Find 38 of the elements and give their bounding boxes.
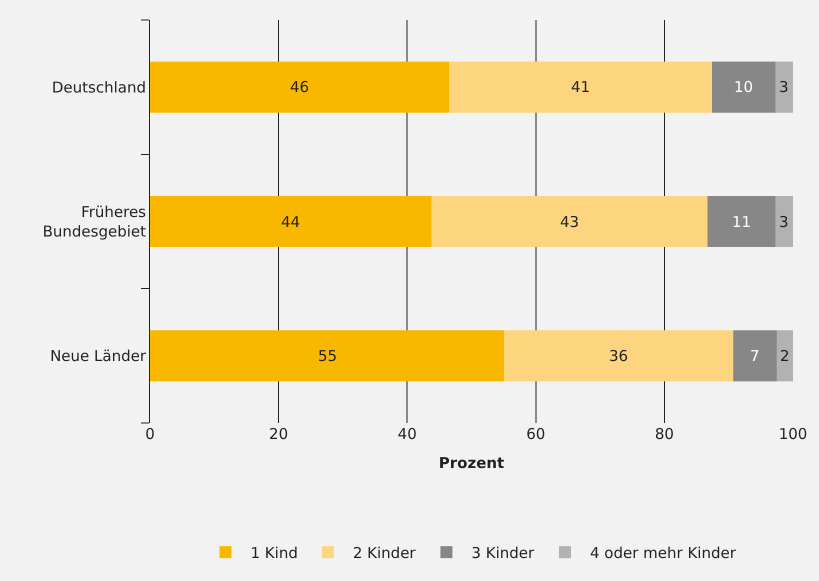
- data-label: 55: [318, 347, 338, 365]
- data-label: 36: [609, 347, 628, 365]
- data-label: 3: [779, 213, 789, 231]
- data-label: 41: [571, 78, 590, 96]
- bar: [150, 196, 432, 248]
- y-tick-label: Neue Länder: [50, 347, 147, 366]
- data-label: 43: [560, 213, 580, 231]
- legend-label: 1 Kind: [250, 544, 298, 562]
- x-tick-label: 0: [145, 425, 155, 443]
- x-tick-label: 60: [526, 425, 546, 443]
- bar: [150, 62, 449, 113]
- bar: [432, 196, 708, 248]
- data-label: 44: [281, 213, 300, 231]
- data-label: 11: [732, 213, 752, 231]
- data-label: 7: [750, 347, 760, 365]
- legend-label: 4 oder mehr Kinder: [590, 544, 737, 562]
- y-tick-label: Deutschland: [52, 78, 146, 96]
- bar: [776, 196, 793, 248]
- bar: [776, 62, 793, 113]
- x-tick-label: 80: [654, 425, 674, 443]
- y-tick-label: Früheres Bundesgebiet: [42, 203, 146, 240]
- data-label: 10: [734, 78, 754, 96]
- legend-label: 2 Kinder: [352, 544, 416, 562]
- data-label: 2: [780, 347, 790, 365]
- data-label: 46: [290, 78, 310, 96]
- data-label: 3: [779, 78, 789, 96]
- x-tick-label: 40: [398, 425, 417, 443]
- bar: [707, 196, 776, 248]
- bar: [449, 62, 712, 113]
- x-tick-label: 20: [269, 425, 288, 443]
- x-axis-title: Prozent: [438, 454, 504, 472]
- bar: [733, 330, 777, 382]
- bar: [776, 330, 793, 382]
- bar: [712, 62, 776, 113]
- bar: [150, 330, 504, 382]
- legend-label: 3 Kinder: [471, 544, 535, 562]
- x-tick-label: 100: [778, 425, 808, 443]
- bar: [504, 330, 734, 382]
